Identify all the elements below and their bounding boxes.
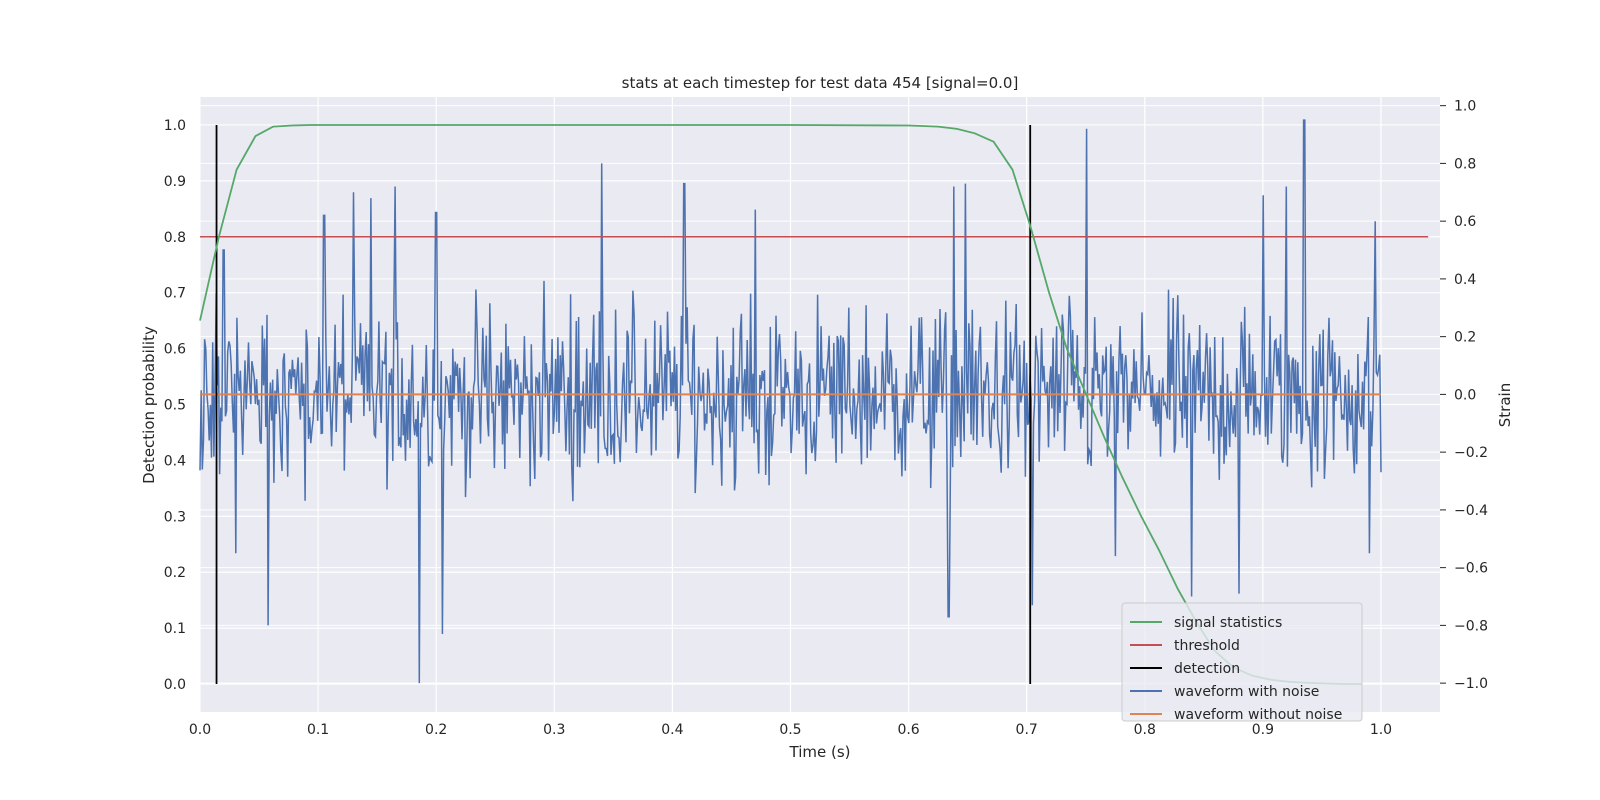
legend-label: signal statistics (1174, 615, 1282, 631)
legend-label: waveform with noise (1174, 684, 1319, 700)
series-layer (199, 119, 1429, 685)
y2-tick-label: 1.0 (1454, 99, 1476, 115)
x-tick-label: 0.9 (1252, 722, 1274, 738)
x-tick-label: 0.6 (897, 722, 919, 738)
y2-tick-label: 0.4 (1454, 272, 1476, 288)
y2-axis-label: Strain (1496, 383, 1514, 427)
y-tick-label: 0.2 (164, 565, 186, 581)
y2-tick-label: 0.8 (1454, 156, 1476, 172)
x-tick-label: 0.3 (543, 722, 565, 738)
y-ticks: 0.0 0.1 0.2 0.3 0.4 0.5 0.6 0.7 0.8 0.9 1.0 (164, 118, 186, 693)
y2-tick-label: −0.8 (1454, 618, 1488, 634)
x-ticks: 0.0 0.1 0.2 0.3 0.4 0.5 0.6 0.7 0.8 0.9 1.0 (189, 722, 1392, 738)
y-tick-label: 0.7 (164, 286, 186, 302)
y-tick-label: 0.6 (164, 342, 186, 358)
x-tick-label: 0.0 (189, 722, 211, 738)
x-tick-label: 0.5 (779, 722, 801, 738)
y-tick-label: 0.8 (164, 230, 186, 246)
y2-tick-label: 0.0 (1454, 387, 1476, 403)
x-tick-label: 0.8 (1134, 722, 1156, 738)
x-axis-label: Time (s) (789, 743, 851, 761)
y2-ticks: −1.0 −0.8 −0.6 −0.4 −0.2 0.0 0.2 0.4 0.6 0.8 1.0 (1440, 99, 1488, 692)
chart-title: stats at each timestep for test data 454… (622, 74, 1019, 92)
legend-label: threshold (1174, 638, 1240, 654)
x-tick-label: 0.2 (425, 722, 447, 738)
legend: signal statistics threshold detection wavef… (1121, 602, 1363, 723)
legend-box (1121, 602, 1363, 722)
y-tick-label: 0.3 (164, 509, 186, 525)
y2-tick-label: 0.2 (1454, 330, 1476, 346)
y-axis-label: Detection probability (140, 326, 158, 484)
y-tick-label: 1.0 (164, 118, 186, 134)
y2-tick-label: −0.2 (1454, 445, 1488, 461)
legend-label: detection (1174, 661, 1240, 677)
y2-tick-label: −0.6 (1454, 561, 1488, 577)
y-tick-label: 0.4 (164, 453, 186, 469)
x-tick-label: 0.1 (307, 722, 329, 738)
y-tick-label: 0.0 (164, 677, 186, 693)
y2-tick-label: −0.4 (1454, 503, 1488, 519)
y-tick-label: 0.9 (164, 174, 186, 190)
legend-label: waveform without noise (1174, 707, 1342, 723)
y2-tick-label: −1.0 (1454, 676, 1488, 692)
x-tick-label: 0.4 (661, 722, 683, 738)
y-tick-label: 0.1 (164, 621, 186, 637)
y2-tick-label: 0.6 (1454, 214, 1476, 230)
y-tick-label: 0.5 (164, 398, 186, 414)
series-waveform-with-noise (199, 119, 1382, 684)
x-tick-label: 0.7 (1016, 722, 1038, 738)
x-tick-label: 1.0 (1370, 722, 1392, 738)
